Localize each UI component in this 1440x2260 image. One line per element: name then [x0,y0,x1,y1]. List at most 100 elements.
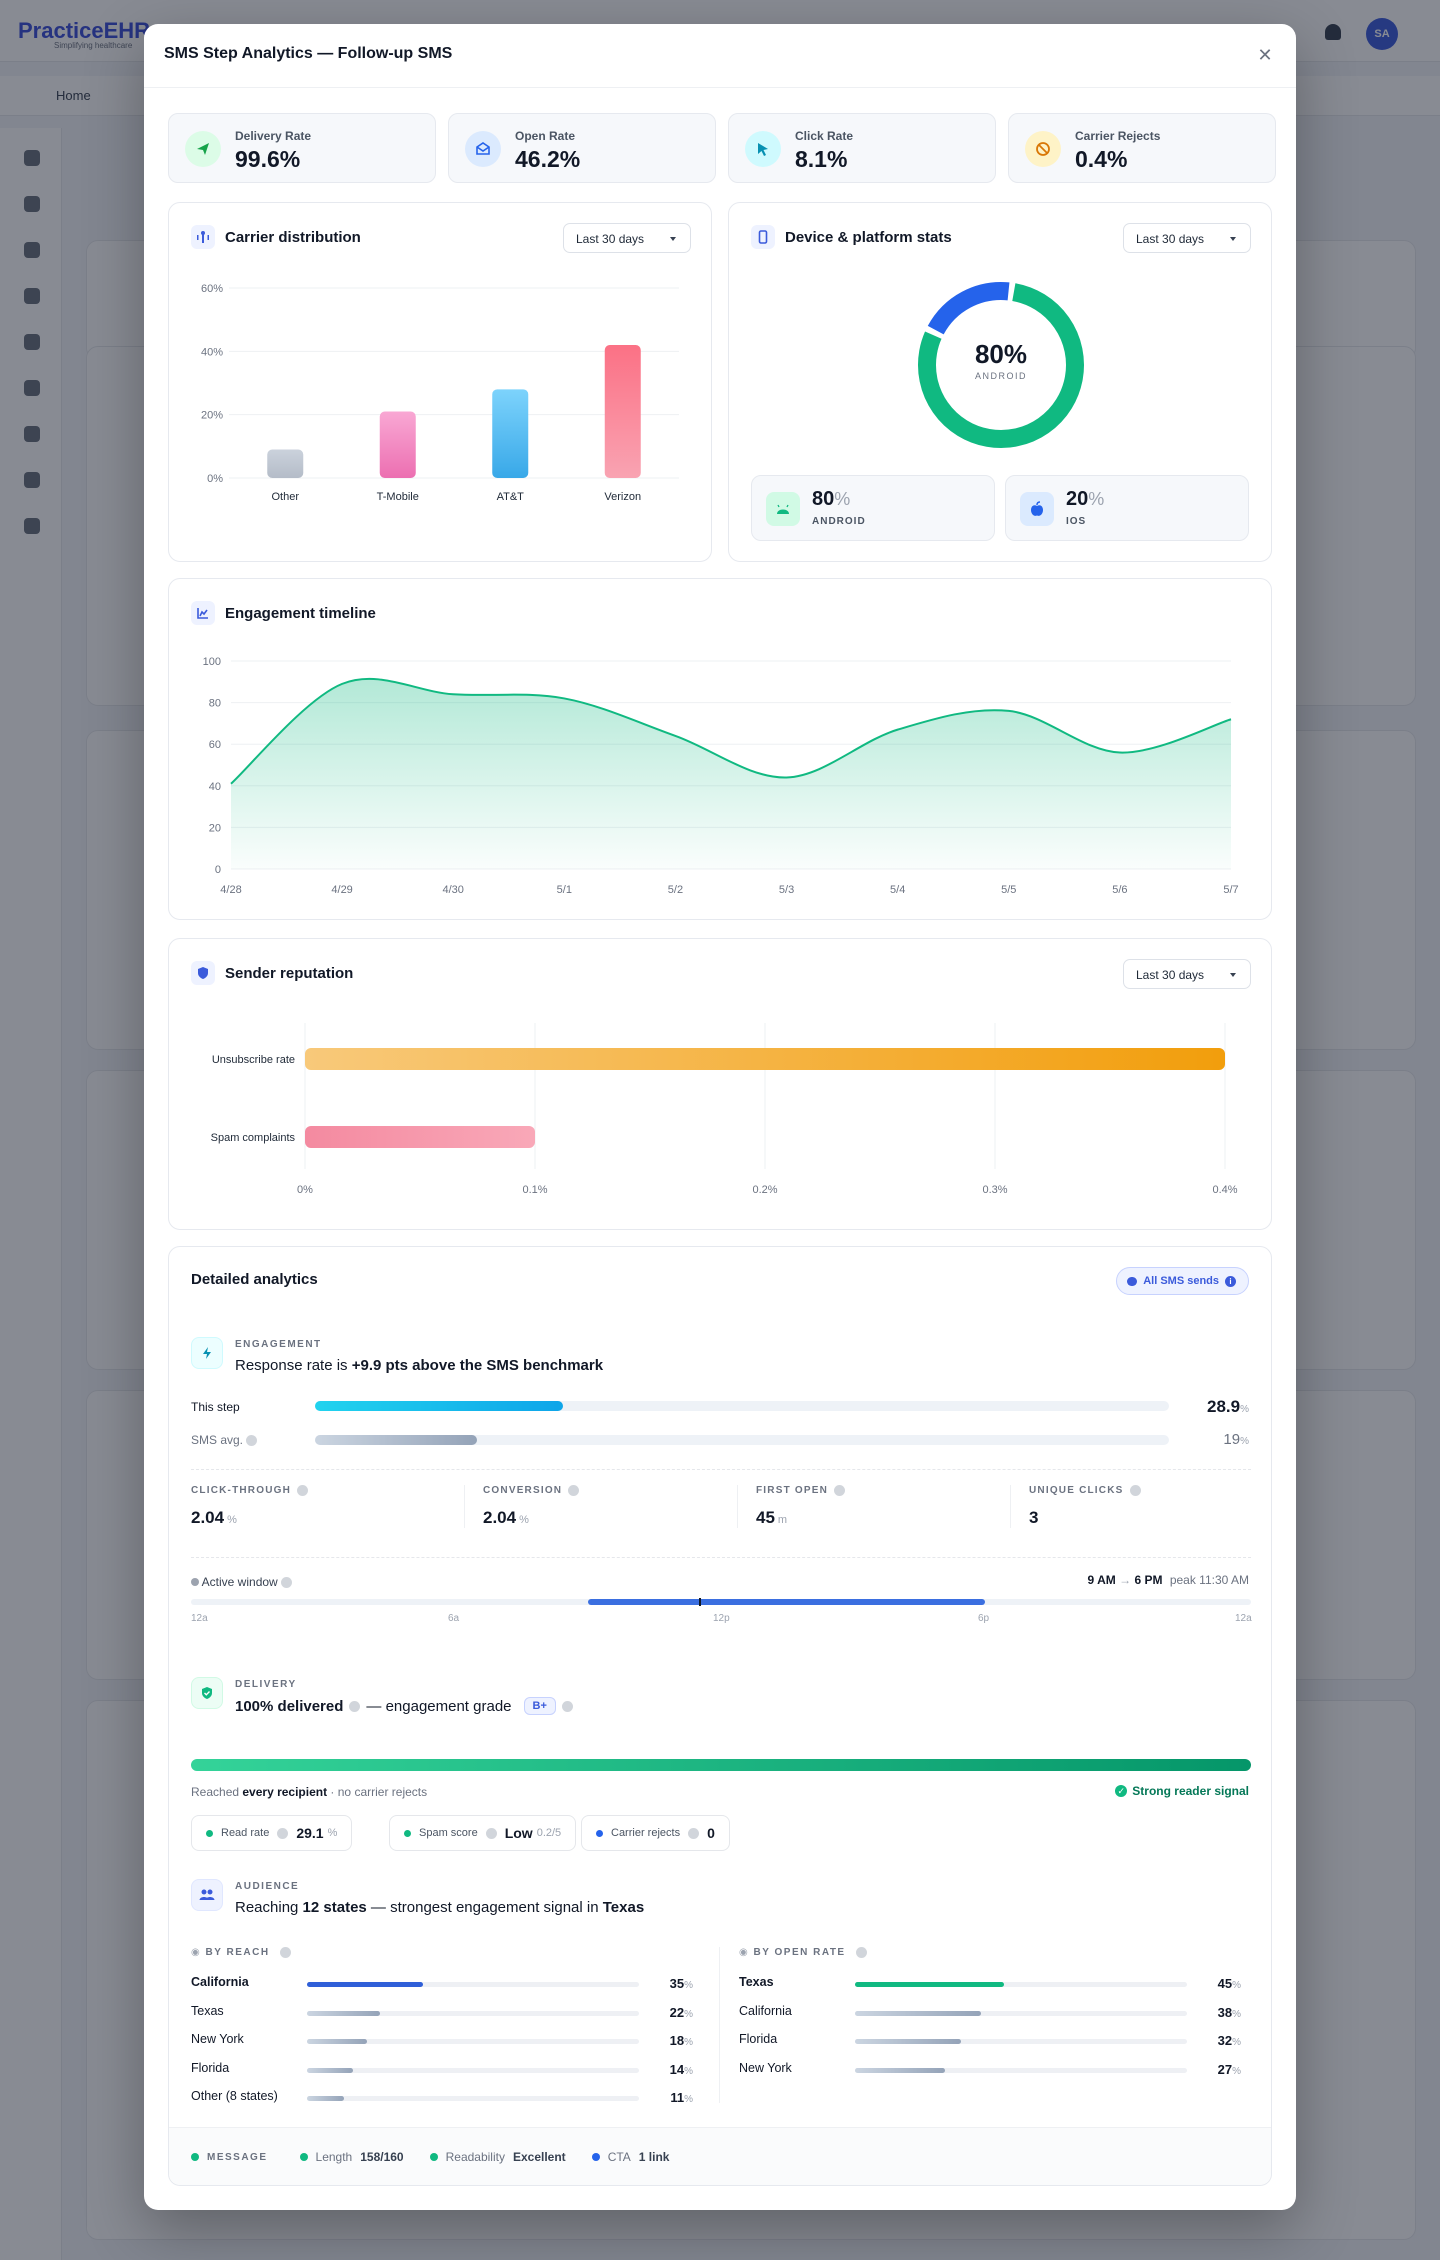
y-tick-label: 20% [201,410,223,422]
info-icon[interactable] [688,1827,700,1839]
info-icon[interactable] [279,1947,291,1958]
state-bar [307,2096,639,2101]
peak-marker [699,1598,701,1606]
all-sms-sends-badge[interactable]: All SMS sends i [1116,1267,1249,1295]
x-tick-label: 5/3 [779,884,794,896]
info-icon[interactable] [568,1485,580,1496]
y-tick-label: 60% [201,283,223,295]
engagement-headline: Response rate is +9.9 pts above the SMS … [235,1357,604,1374]
metric-unique-clicks: UNIQUE CLICKS 3 [1010,1485,1273,1529]
delivery-pill-read-rate: Read rate 29.1% [191,1815,353,1851]
chart-icon [191,601,215,625]
state-percent: 22% [669,2004,693,2020]
by-reach-label: ◉ BY REACH [191,1947,291,1958]
state-percent: 45% [1217,1976,1241,1991]
info-icon[interactable] [561,1700,573,1712]
message-footer: MESSAGE Length 158/160 Readability Excelle… [169,2127,1271,2185]
y-tick-label: 0 [215,864,221,876]
y-tick-label: 40% [201,346,223,358]
sms-analytics-modal: SMS Step Analytics — Follow-up SMS ✕ Del… [144,24,1296,2210]
audience-row: New York 18% [191,2032,701,2052]
info-icon[interactable] [485,1827,497,1839]
this-step-bar [315,1401,1169,1411]
sms-avg-bar [315,1435,1169,1445]
audience-row: California 35% [191,1975,701,1995]
y-category-label: Spam complaints [211,1132,296,1144]
device-range-dropdown[interactable]: Last 30 days [1123,223,1251,253]
info-icon[interactable] [834,1485,846,1496]
window-tick-label: 12a [1235,1613,1252,1624]
engagement-area [231,678,1231,869]
engagement-metrics: CLICK-THROUGH 2.04% CONVERSION 2.04% FIRST O… [191,1485,1251,1545]
reputation-range-dropdown[interactable]: Last 30 days [1123,959,1251,989]
window-tick-label: 12p [713,1613,730,1624]
state-bar [855,2010,1187,2016]
x-tick-label: AT&T [497,491,525,503]
y-tick-label: 0% [207,473,223,485]
send-icon [185,131,221,167]
modal-title: SMS Step Analytics — Follow-up SMS [164,45,453,62]
metric-first-open: FIRST OPEN 45 m [737,1485,1000,1529]
carrier-bar [492,389,529,478]
carrier-bar [267,449,304,478]
delivery-label: DELIVERY [235,1679,297,1690]
audience-row: Texas 45% [739,1975,1249,1995]
kpi-card: Click Rate 8.1% [728,113,996,183]
state-name: California [739,2003,792,2018]
state-bar [307,1982,639,1987]
engagement-timeline-card: Engagement timeline 0 20 40 60 80 100 4/28 4/29… [168,578,1272,920]
reputation-bar-chart: 0% 0.1% 0.2% 0.3% 0.4% Unsubscribe rate Spam c… [211,1023,1238,1196]
audience-row: Florida 14% [191,2061,701,2081]
badge-label: All SMS sends [1143,1275,1219,1287]
state-name: New York [191,2032,244,2046]
audience-row: Other (8 states) 11% [191,2089,701,2109]
delivery-bar [191,1759,1251,1771]
x-tick-label: Other [271,491,299,503]
x-tick-label: 5/6 [1112,884,1127,896]
audience-row: Texas 22% [191,2004,701,2024]
detailed-analytics-card: Detailed analytics All SMS sends i ENGAG… [168,1246,1272,2186]
metric-click-through: CLICK-THROUGH 2.04% [191,1485,454,1528]
sender-reputation-card: Sender reputation Last 30 days 0% 0.1% 0.2… [168,938,1272,1230]
state-bar [307,2039,639,2044]
info-icon[interactable] [855,1947,867,1958]
delivery-headline: 100% delivered — engagement grade B+ [235,1697,573,1715]
close-icon[interactable]: ✕ [1257,45,1273,65]
active-window-fill [588,1599,985,1605]
platform-stat-label: ANDROID [812,516,866,527]
antenna-icon [191,225,215,249]
device-platform-card: Device & platform stats Last 30 days 80%… [728,202,1272,562]
info-icon[interactable] [297,1485,309,1496]
state-name: Other (8 states) [191,2089,278,2103]
this-step-label: This step [191,1400,240,1414]
detailed-title: Detailed analytics [191,1271,318,1288]
active-window-track [191,1598,1251,1606]
state-bar [307,2010,639,2016]
info-icon[interactable] [277,1827,289,1839]
info-icon[interactable] [246,1435,258,1447]
x-tick-label: 5/1 [557,884,572,896]
platform-stat-label: IOS [1066,516,1087,527]
kpi-value: 46.2% [515,146,581,172]
apple-icon [1020,492,1054,526]
info-icon[interactable] [349,1700,361,1712]
info-icon[interactable] [281,1577,293,1589]
carrier-distribution-card: Carrier distribution Last 30 days 0% 20% 4… [168,202,712,562]
donut-slice-android [918,282,1084,448]
info-icon[interactable] [1129,1485,1141,1496]
info-icon[interactable]: i [1225,1275,1236,1287]
window-tick-label: 6a [448,1613,460,1624]
x-tick-label: 4/28 [220,884,241,896]
y-tick-label: 100 [203,656,221,668]
audience-headline: Reaching 12 states — strongest engagemen… [235,1899,645,1916]
carrier-range-dropdown[interactable]: Last 30 days [563,223,691,253]
card-header: Carrier distribution [191,225,361,249]
grade-badge: B+ [523,1697,556,1715]
state-name: Florida [739,2032,778,2046]
state-bar [307,2067,639,2073]
pin-icon: ◉ [191,1947,206,1959]
sms-avg-label: SMS avg. [191,1433,258,1447]
state-name: New York [739,2060,792,2075]
strong-reader-signal: ✓ Strong reader signal [1115,1784,1249,1798]
state-bar [855,1982,1187,1987]
